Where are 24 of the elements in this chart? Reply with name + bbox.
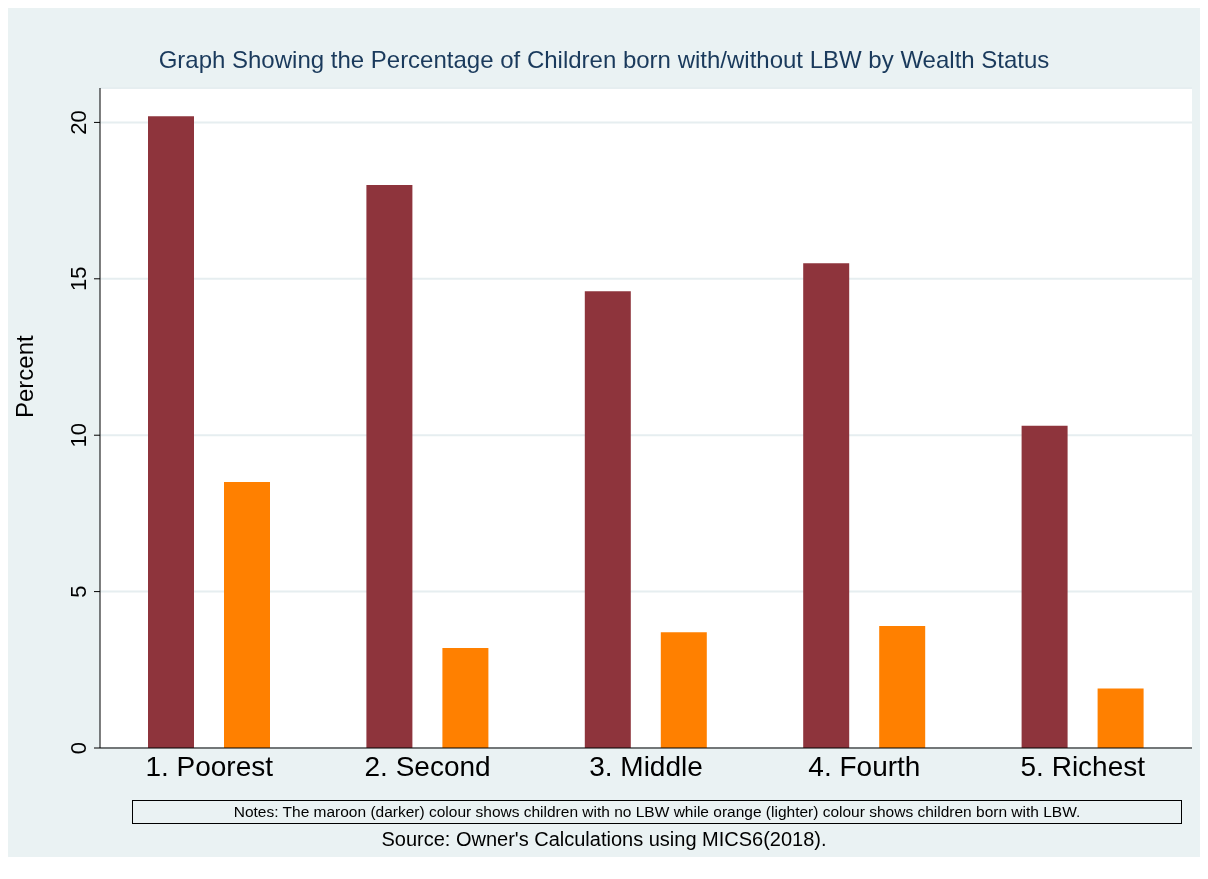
x-tick-label: 1. Poorest [145, 750, 274, 782]
chart-title: Graph Showing the Percentage of Children born with/without LBW by Wealth Status [157, 45, 1051, 74]
source-note: Source: Owner's Calculations using MICS6(2018). [380, 828, 828, 851]
y-tick-label: 5 [66, 585, 91, 598]
bar [584, 291, 631, 748]
bar [366, 184, 413, 748]
bar [1021, 425, 1068, 748]
y-tick-label: 0 [66, 741, 91, 755]
bar [224, 482, 270, 748]
bar [660, 632, 707, 748]
bar [148, 116, 194, 748]
bar [879, 626, 926, 748]
bar [442, 647, 489, 748]
x-tick-label: 2. Second [364, 750, 491, 782]
y-axis-title: Percent [10, 334, 38, 418]
x-tick-label: 4. Fourth [808, 750, 921, 782]
y-tick-label: 20 [66, 110, 91, 135]
bar [1097, 688, 1144, 748]
x-tick-label: 5. Richest [1020, 750, 1146, 782]
y-tick-label: 15 [66, 266, 91, 292]
bar [803, 263, 850, 748]
y-tick-label: 10 [66, 422, 91, 448]
x-tick-label: 3. Middle [589, 750, 703, 782]
text: Notes: The maroon (darker) colour shows children with no LBW while orange (lighter) colour shows children born with LBW. [132, 800, 1182, 824]
